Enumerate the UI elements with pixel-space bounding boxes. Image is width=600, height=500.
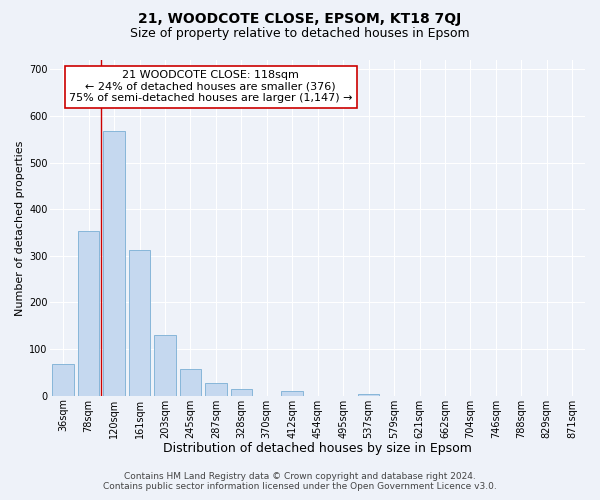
- Bar: [78, 231, 100, 396]
- Bar: [205, 383, 227, 396]
- Bar: [358, 394, 379, 396]
- Bar: [230, 389, 252, 396]
- Bar: [103, 131, 125, 396]
- Bar: [154, 335, 176, 396]
- Text: Contains public sector information licensed under the Open Government Licence v3: Contains public sector information licen…: [103, 482, 497, 491]
- Text: Size of property relative to detached houses in Epsom: Size of property relative to detached ho…: [130, 28, 470, 40]
- Bar: [129, 250, 151, 396]
- Bar: [179, 368, 201, 396]
- Text: 21 WOODCOTE CLOSE: 118sqm
← 24% of detached houses are smaller (376)
75% of semi: 21 WOODCOTE CLOSE: 118sqm ← 24% of detac…: [69, 70, 353, 103]
- Text: 21, WOODCOTE CLOSE, EPSOM, KT18 7QJ: 21, WOODCOTE CLOSE, EPSOM, KT18 7QJ: [139, 12, 461, 26]
- X-axis label: Distribution of detached houses by size in Epsom: Distribution of detached houses by size …: [163, 442, 472, 455]
- Y-axis label: Number of detached properties: Number of detached properties: [15, 140, 25, 316]
- Bar: [281, 391, 303, 396]
- Text: Contains HM Land Registry data © Crown copyright and database right 2024.: Contains HM Land Registry data © Crown c…: [124, 472, 476, 481]
- Bar: [52, 364, 74, 396]
